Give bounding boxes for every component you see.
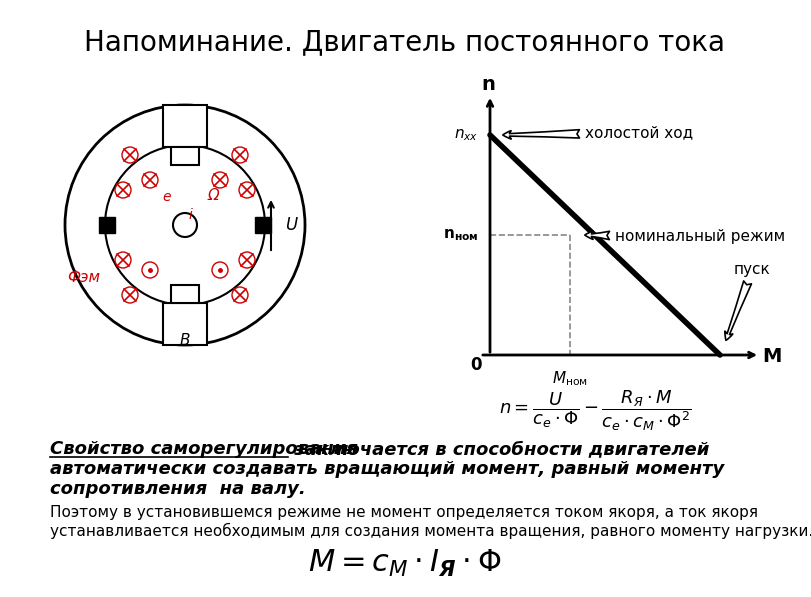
- Text: автоматически создавать вращающий момент, равный моменту: автоматически создавать вращающий момент…: [50, 460, 724, 478]
- Text: Поэтому в установившемся режиме не момент определяется током якоря, а ток якоря: Поэтому в установившемся режиме не момен…: [50, 505, 758, 520]
- Text: n: n: [481, 75, 495, 94]
- Bar: [99, 217, 115, 233]
- Text: Фэм: Фэм: [67, 269, 100, 285]
- Text: U: U: [285, 216, 297, 234]
- Text: заключается в способности двигателей: заключается в способности двигателей: [288, 440, 710, 458]
- Text: M: M: [762, 347, 782, 367]
- Text: 0: 0: [470, 356, 482, 374]
- Text: Напоминание. Двигатель постоянного тока: Напоминание. Двигатель постоянного тока: [84, 28, 726, 56]
- Text: сопротивления  на валу.: сопротивления на валу.: [50, 480, 306, 498]
- Text: Свойство саморегулирования: Свойство саморегулирования: [50, 440, 358, 458]
- Bar: [171, 147, 199, 165]
- Text: $M_{\mathdefault{ном}}$: $M_{\mathdefault{ном}}$: [552, 369, 588, 387]
- Text: i: i: [188, 208, 192, 222]
- Text: Ω: Ω: [207, 187, 219, 202]
- Text: $n_{xx}$: $n_{xx}$: [453, 127, 478, 143]
- Bar: [255, 217, 271, 233]
- Bar: [163, 105, 207, 147]
- Text: B: B: [180, 333, 191, 348]
- Text: пуск: пуск: [725, 262, 770, 340]
- Bar: [171, 285, 199, 303]
- Text: номинальный режим: номинальный режим: [585, 229, 785, 245]
- Text: $\mathdefault{n}_{\mathdefault{ном}}$: $\mathdefault{n}_{\mathdefault{ном}}$: [443, 227, 478, 243]
- Text: устанавливается необходимым для создания момента вращения, равного моменту нагру: устанавливается необходимым для создания…: [50, 523, 811, 539]
- Text: $M = c_M \cdot I_{\mathdefault{Я}} \cdot \Phi$: $M = c_M \cdot I_{\mathdefault{Я}} \cdot…: [308, 548, 502, 579]
- Bar: [163, 303, 207, 345]
- Text: e: e: [163, 190, 171, 204]
- Text: холостой ход: холостой ход: [503, 125, 693, 140]
- Text: $n = \dfrac{U}{c_e \cdot \Phi} - \dfrac{R_{\mathdefault{Я}} \cdot M}{c_e \cdot c: $n = \dfrac{U}{c_e \cdot \Phi} - \dfrac{…: [499, 388, 691, 433]
